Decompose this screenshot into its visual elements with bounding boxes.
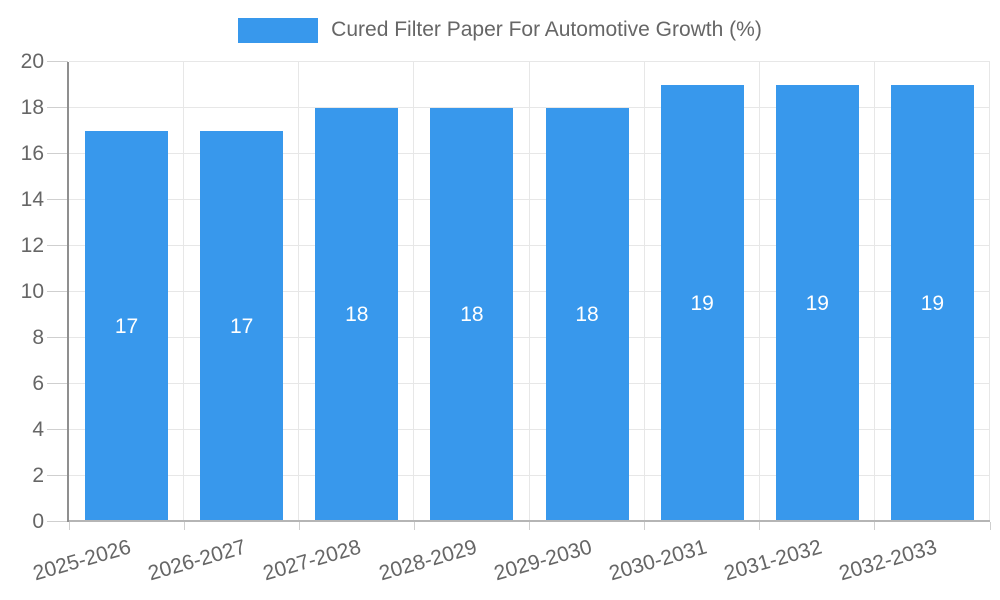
x-tick-label: 2025-2026 <box>30 535 134 586</box>
bar-value-label: 18 <box>460 303 484 326</box>
x-tick-mark <box>413 522 415 530</box>
x-tick-mark <box>644 522 646 530</box>
legend-swatch <box>238 17 319 43</box>
y-gridline <box>69 245 990 246</box>
y-gridline <box>69 153 990 154</box>
bar-value-label: 17 <box>114 314 139 338</box>
bar-value-label: 19 <box>805 291 829 315</box>
y-gridline <box>69 383 990 384</box>
bar-value-label: 18 <box>345 303 369 326</box>
y-gridline <box>69 107 990 108</box>
x-gridline <box>413 62 415 522</box>
y-tick-mark <box>47 245 68 246</box>
y-gridline <box>69 429 990 430</box>
y-tick-label: 12 <box>20 234 44 257</box>
y-gridline <box>69 475 990 476</box>
y-tick-label: 10 <box>20 280 44 303</box>
y-tick-label: 6 <box>32 372 44 395</box>
legend-label: Cured Filter Paper For Automotive Growth… <box>331 18 762 41</box>
x-tick-mark <box>183 522 185 530</box>
y-tick-mark <box>47 153 68 154</box>
y-tick-mark <box>47 475 68 476</box>
y-tick-mark <box>47 337 68 338</box>
bar-value-label: 18 <box>575 303 599 326</box>
x-tick-label: 2029-2030 <box>491 535 595 586</box>
x-gridline <box>183 62 185 522</box>
bar: 19 <box>890 85 974 522</box>
y-gridline <box>69 337 990 338</box>
x-tick-label: 2028-2029 <box>376 535 479 586</box>
x-gridline <box>528 62 530 522</box>
y-tick-mark <box>47 107 68 108</box>
y-tick-label: 16 <box>20 142 44 165</box>
bar: 19 <box>660 85 744 522</box>
x-gridline <box>758 62 760 522</box>
bar-value-label: 19 <box>690 291 714 315</box>
bar-value-label: 19 <box>920 291 945 315</box>
x-tick-label: 2030-2031 <box>606 535 710 586</box>
bar: 17 <box>200 131 284 522</box>
y-tick-mark <box>47 521 68 522</box>
x-axis-line <box>69 520 990 522</box>
y-tick-label: 2 <box>32 464 44 487</box>
y-tick-mark <box>47 61 68 62</box>
x-tick-label: 2031-2032 <box>721 535 825 586</box>
x-tick-mark <box>989 522 991 530</box>
y-tick-mark <box>47 383 68 384</box>
y-gridline <box>69 61 990 62</box>
bar-value-label: 17 <box>230 314 254 338</box>
y-tick-label: 8 <box>32 326 44 349</box>
y-tick-label: 4 <box>32 418 44 441</box>
bar: 19 <box>775 85 859 522</box>
x-gridline <box>643 62 645 522</box>
x-tick-mark <box>874 522 876 530</box>
y-tick-mark <box>47 199 68 200</box>
x-gridline <box>298 62 300 522</box>
y-tick-mark <box>47 429 68 430</box>
x-tick-mark <box>68 522 70 530</box>
bar: 18 <box>545 108 629 522</box>
y-tick-label: 20 <box>20 50 44 73</box>
y-gridline <box>69 291 990 292</box>
x-gridline <box>873 62 875 522</box>
x-tick-label: 2032-2033 <box>836 535 940 586</box>
bar: 18 <box>315 108 399 522</box>
y-tick-label: 18 <box>20 96 44 119</box>
bar: 17 <box>85 131 169 522</box>
x-tick-mark <box>759 522 761 530</box>
y-axis-line <box>67 62 69 522</box>
x-gridline <box>989 62 990 522</box>
y-tick-label: 0 <box>32 510 44 533</box>
chart-legend[interactable]: Cured Filter Paper For Automotive Growth… <box>0 14 1000 46</box>
x-tick-mark <box>298 522 300 530</box>
y-tick-label: 14 <box>20 188 44 211</box>
y-tick-mark <box>47 291 68 292</box>
x-tick-mark <box>529 522 530 530</box>
y-gridline <box>69 199 990 200</box>
x-tick-label: 2027-2028 <box>260 535 364 586</box>
bar: 18 <box>430 108 514 522</box>
x-tick-label: 2026-2027 <box>145 535 249 586</box>
